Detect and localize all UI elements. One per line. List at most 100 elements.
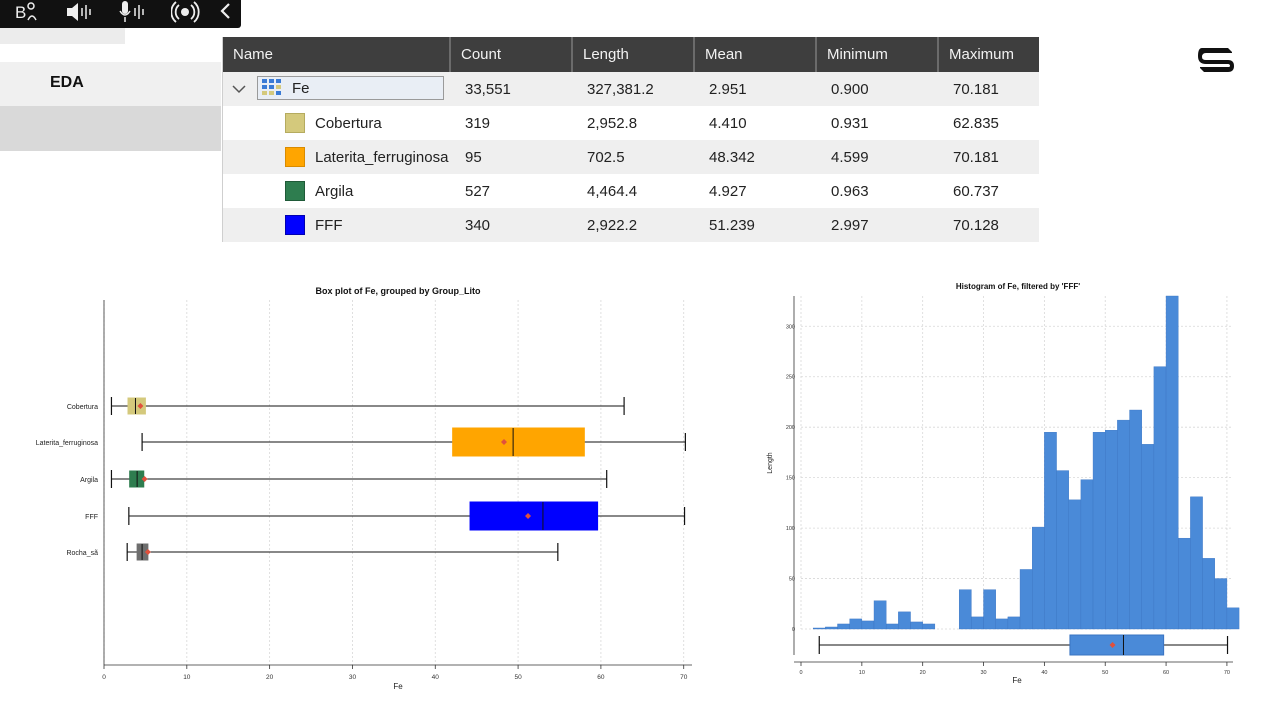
sidebar-header-strip (0, 28, 125, 44)
fe-node-label-box[interactable]: Fe (257, 76, 444, 100)
column-header-maximum[interactable]: Maximum (949, 46, 1015, 63)
sidebar-item-selected[interactable] (0, 106, 221, 151)
histogram-chart: Histogram of Fe, filtered by 'FFF' Lengt… (760, 278, 1240, 688)
column-header-length[interactable]: Length (573, 37, 695, 72)
summary-box (1069, 634, 1165, 656)
cell-mean: 2.951 (709, 80, 747, 98)
histogram-bar (885, 623, 899, 630)
tree-node-fe[interactable]: Fe (223, 72, 451, 106)
column-header-minimum[interactable]: Minimum (817, 37, 939, 72)
mean-marker (144, 549, 151, 555)
table-row-laterita-ferruginosa[interactable]: Laterita_ferruginosa 95 702.5 48.342 4.5… (223, 140, 1039, 174)
histogram-bar (958, 589, 972, 630)
microphone-icon[interactable] (118, 0, 148, 24)
boxplot-chart: Box plot of Fe, grouped by Group_Lito Fe… (0, 278, 700, 703)
mean-marker (525, 513, 532, 519)
histogram-bar (1214, 578, 1228, 630)
cell-count: 33,551 (465, 80, 511, 98)
histogram-bar (1092, 432, 1106, 630)
x-tick-label: 30 (349, 674, 357, 681)
cell-length: 4,464.4 (587, 182, 638, 200)
table-header: Name Count Length Mean Minimum Maximum (223, 37, 1039, 72)
x-tick-label: 60 (1163, 670, 1169, 676)
histogram-bar (1178, 537, 1191, 630)
cell-mean: 48.342 (709, 148, 755, 166)
cell-maximum: 70.128 (953, 216, 999, 234)
row-name: Fe (292, 79, 310, 97)
histogram-bar (1117, 419, 1130, 630)
statistics-table: Name Count Length Mean Minimum Maximum F… (222, 37, 1039, 242)
y-tick-label: 150 (786, 476, 795, 482)
histogram-bar (1056, 470, 1069, 630)
broadcast-icon[interactable] (171, 0, 201, 24)
color-swatch (285, 215, 305, 235)
cell-length: 2,922.2 (587, 216, 638, 234)
x-tick-label: 50 (1102, 670, 1108, 676)
category-label: Cobertura (67, 404, 98, 411)
y-axis-label: Length (767, 452, 774, 474)
y-tick-label: 100 (786, 526, 795, 532)
x-tick-label: 0 (799, 670, 802, 676)
x-tick-label: 40 (432, 674, 440, 681)
color-swatch (285, 181, 305, 201)
accessibility-icon[interactable]: B (12, 0, 42, 24)
table-row-argila[interactable]: Argila 527 4,464.4 4.927 0.963 60.737 (223, 174, 1039, 208)
column-header-name[interactable]: Name (223, 37, 451, 72)
x-tick-label: 20 (920, 670, 926, 676)
color-swatch (285, 147, 305, 167)
speaker-icon[interactable] (64, 0, 94, 24)
y-tick-label: 250 (786, 375, 795, 381)
cell-count: 95 (465, 148, 482, 166)
histogram-bar (1019, 569, 1033, 630)
category-label: FFF (85, 514, 98, 521)
histogram-bar (1044, 432, 1057, 630)
table-row-fff[interactable]: FFF 340 2,922.2 51.239 2.997 70.128 (223, 208, 1039, 242)
table-row-fe[interactable]: Fe 33,551 327,381.2 2.951 0.900 70.181 (223, 72, 1039, 106)
chart-title: Box plot of Fe, grouped by Group_Lito (316, 286, 481, 296)
x-tick-label: 30 (980, 670, 986, 676)
cell-minimum: 0.963 (831, 182, 869, 200)
cell-length: 702.5 (587, 148, 625, 166)
cell-maximum: 70.181 (953, 80, 999, 98)
cell-minimum: 2.997 (831, 216, 869, 234)
chevron-left-icon[interactable] (216, 0, 246, 24)
histogram-bar (812, 627, 826, 630)
histogram-bar (995, 618, 1009, 630)
y-tick-label: 200 (786, 425, 795, 431)
cell-minimum: 0.931 (831, 114, 869, 132)
histogram-bar (1105, 430, 1118, 630)
category-label: Rocha_sã (66, 550, 98, 557)
cell-mean: 51.239 (709, 216, 755, 234)
x-tick-label: 50 (514, 674, 522, 681)
row-name: Cobertura (315, 114, 382, 132)
x-tick-label: 20 (266, 674, 274, 681)
cell-count: 527 (465, 182, 491, 200)
row-name: FFF (315, 216, 343, 234)
chevron-down-icon[interactable] (231, 81, 247, 97)
cell-minimum: 4.599 (831, 148, 869, 166)
histogram-bar (898, 611, 911, 630)
column-header-mean[interactable]: Mean (695, 37, 817, 72)
x-tick-label: 70 (1224, 670, 1230, 676)
sidebar-item-eda[interactable]: EDA (0, 62, 221, 106)
table-body: Fe 33,551 327,381.2 2.951 0.900 70.181 C… (223, 72, 1039, 242)
histogram-bar (1202, 558, 1215, 630)
x-tick-label: 60 (597, 674, 605, 681)
category-label: Argila (80, 477, 98, 484)
histogram-bar (861, 620, 875, 630)
x-axis-label: Fe (1012, 676, 1022, 683)
x-tick-label: 10 (183, 674, 191, 681)
y-tick-label: 50 (789, 577, 795, 583)
box-Laterita_ferruginosa (452, 427, 585, 457)
x-tick-label: 0 (102, 674, 106, 681)
histogram-bar (873, 600, 887, 630)
histogram-bar (1226, 607, 1240, 630)
cell-length: 327,381.2 (587, 80, 654, 98)
media-toolbar: B (0, 0, 241, 28)
sidebar-item-eda-label: EDA (50, 74, 84, 91)
column-header-count[interactable]: Count (451, 37, 573, 72)
histogram-bar (1032, 526, 1045, 630)
box-FFF (469, 501, 599, 531)
table-row-cobertura[interactable]: Cobertura 319 2,952.8 4.410 0.931 62.835 (223, 106, 1039, 140)
histogram-bar (825, 626, 838, 630)
